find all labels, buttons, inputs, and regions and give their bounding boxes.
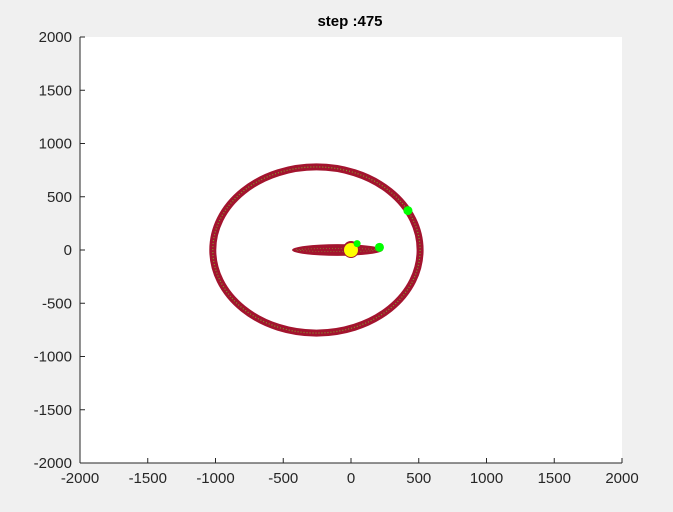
x-tick-label: -500	[268, 470, 298, 487]
x-tick-label: -1500	[129, 470, 167, 487]
y-tick-label: 1000	[39, 136, 72, 153]
outer-orbit-marks	[212, 166, 421, 334]
x-tick-label: -1000	[196, 470, 234, 487]
x-tick-label: 0	[347, 470, 355, 487]
planet-outer-marker	[403, 206, 413, 216]
y-tick-label: -1500	[34, 402, 72, 419]
planet-near-marker	[353, 240, 361, 248]
y-tick-label: 0	[64, 242, 72, 259]
x-tick-label: 2000	[605, 470, 638, 487]
x-tick-label: 1000	[470, 470, 503, 487]
x-ticks: -2000 -1500 -1000 -500 0 500 1000 1500 2000	[61, 458, 639, 487]
chart-title: step :475	[317, 13, 382, 30]
y-tick-label: -1000	[34, 349, 72, 366]
y-tick-label: -500	[42, 295, 72, 312]
x-tick-label: -2000	[61, 470, 99, 487]
y-tick-label: -2000	[34, 455, 72, 472]
sun-marker	[344, 243, 358, 257]
x-tick-label: 500	[406, 470, 431, 487]
bodies-layer	[344, 206, 413, 257]
y-ticks: -2000 -1500 -1000 -500 0 500 1000 1500 2000	[34, 29, 85, 472]
y-tick-label: 500	[47, 189, 72, 206]
planet-inner-marker	[374, 242, 384, 252]
y-tick-label: 1500	[39, 82, 72, 99]
inner-orbit	[292, 244, 383, 256]
y-tick-label: 2000	[39, 29, 72, 46]
x-tick-label: 1500	[538, 470, 571, 487]
